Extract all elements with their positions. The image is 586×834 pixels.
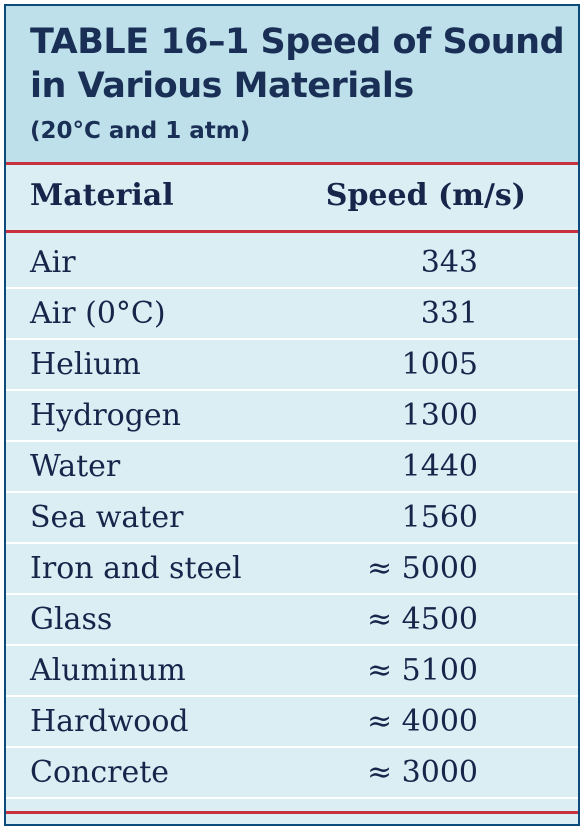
table-title: TABLE 16–1 Speed of Sound in Various Mat… xyxy=(30,22,565,106)
speed-cell: 343 xyxy=(420,245,478,280)
material-cell: Hardwood xyxy=(30,704,189,739)
speed-cell: ≈ 5100 xyxy=(366,653,478,688)
material-cell: Air (0°C) xyxy=(30,296,166,331)
table-row: Water 1440 xyxy=(6,442,578,493)
table-header: TABLE 16–1 Speed of Sound in Various Mat… xyxy=(6,6,578,164)
column-header-divider xyxy=(6,230,578,233)
table-row: Hardwood ≈ 4000 xyxy=(6,697,578,748)
column-header-speed: Speed (m/s) xyxy=(325,178,526,213)
speed-cell: ≈ 4000 xyxy=(366,704,478,739)
table-row: Hydrogen 1300 xyxy=(6,391,578,442)
table-row: Iron and steel ≈ 5000 xyxy=(6,544,578,595)
material-cell: Glass xyxy=(30,602,113,637)
table-subtitle: (20°C and 1 atm) xyxy=(30,118,251,144)
speed-cell: ≈ 4500 xyxy=(366,602,478,637)
table-row: Air (0°C) 331 xyxy=(6,289,578,340)
table-body: Air 343 Air (0°C) 331 Helium 1005 Hydrog… xyxy=(6,238,578,799)
material-cell: Water xyxy=(30,449,121,484)
material-cell: Air xyxy=(30,245,76,280)
header-divider xyxy=(6,162,578,165)
table-row: Sea water 1560 xyxy=(6,493,578,544)
material-cell: Helium xyxy=(30,347,141,382)
material-cell: Hydrogen xyxy=(30,398,181,433)
table-bottom-rule xyxy=(6,811,578,814)
speed-cell: ≈ 3000 xyxy=(366,755,478,790)
table-card: TABLE 16–1 Speed of Sound in Various Mat… xyxy=(4,4,580,826)
speed-cell: 1560 xyxy=(401,500,478,535)
speed-cell: 1005 xyxy=(401,347,478,382)
table-row: Glass ≈ 4500 xyxy=(6,595,578,646)
speed-cell: 1440 xyxy=(401,449,478,484)
table-row: Air 343 xyxy=(6,238,578,289)
table-row: Aluminum ≈ 5100 xyxy=(6,646,578,697)
material-cell: Aluminum xyxy=(30,653,186,688)
column-header-material: Material xyxy=(30,178,174,213)
table-row: Concrete ≈ 3000 xyxy=(6,748,578,799)
table-row: Helium 1005 xyxy=(6,340,578,391)
speed-cell: ≈ 5000 xyxy=(366,551,478,586)
material-cell: Concrete xyxy=(30,755,170,790)
speed-cell: 1300 xyxy=(401,398,478,433)
speed-cell: 331 xyxy=(420,296,478,331)
material-cell: Iron and steel xyxy=(30,551,242,586)
material-cell: Sea water xyxy=(30,500,184,535)
